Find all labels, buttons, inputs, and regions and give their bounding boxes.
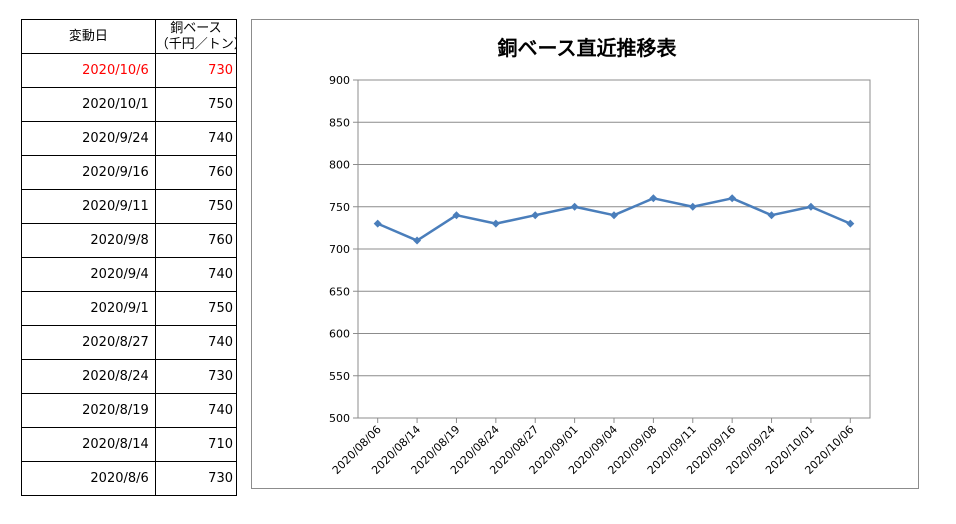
y-tick-label: 550: [329, 370, 350, 383]
header-price: 銅ベース （千円／トン）: [154, 19, 238, 54]
y-tick-label: 750: [329, 201, 350, 214]
data-point-marker: [373, 219, 382, 228]
data-point-marker: [688, 202, 697, 211]
table-row: 2020/10/1 750: [21, 87, 238, 122]
row-price: 750: [154, 189, 238, 224]
table-row: 2020/9/24 740: [21, 121, 238, 156]
data-point-marker: [728, 194, 737, 203]
line-chart: 500 550 600 650 700 750 800 850 900 2020/08/0620…: [329, 36, 871, 477]
row-price: 730: [154, 53, 238, 88]
series-line: [377, 197, 851, 242]
data-point-marker: [846, 219, 855, 228]
row-price: 760: [154, 223, 238, 258]
row-date: 2020/8/24: [21, 359, 156, 394]
y-tick-label: 800: [329, 159, 350, 172]
row-date: 2020/9/24: [21, 121, 156, 156]
table-row: 2020/8/19 740: [21, 393, 238, 428]
table-row: 2020/8/27 740: [21, 325, 238, 360]
row-date: 2020/8/19: [21, 393, 156, 428]
series-layer: [373, 194, 855, 245]
table-row: 2020/9/4 740: [21, 257, 238, 292]
y-tick-label: 650: [329, 285, 350, 298]
y-tick-label: 700: [329, 243, 350, 256]
x-tick-labels: 2020/08/062020/08/142020/08/192020/08/24…: [330, 418, 856, 477]
data-point-marker: [452, 211, 461, 220]
row-date: 2020/10/1: [21, 87, 156, 122]
table-row: 2020/9/11 750: [21, 189, 238, 224]
row-price: 740: [154, 121, 238, 156]
header-price-line1: 銅ベース: [170, 20, 222, 36]
row-date: 2020/8/27: [21, 325, 156, 360]
gridlines: [353, 79, 870, 419]
row-price: 740: [154, 325, 238, 360]
y-tick-label: 850: [329, 116, 350, 129]
y-tick-label: 500: [329, 412, 350, 425]
row-price: 730: [154, 461, 238, 496]
table-row: 2020/8/6 730: [21, 461, 238, 496]
row-price: 710: [154, 427, 238, 462]
table-row: 2020/8/24 730: [21, 359, 238, 394]
data-point-marker: [806, 202, 815, 211]
row-date: 2020/9/16: [21, 155, 156, 190]
row-price: 740: [154, 393, 238, 428]
row-price: 750: [154, 87, 238, 122]
row-date: 2020/9/11: [21, 189, 156, 224]
row-price: 760: [154, 155, 238, 190]
header-price-line2: （千円／トン）: [155, 36, 235, 52]
y-tick-label: 600: [329, 328, 350, 341]
row-date: 2020/8/6: [21, 461, 156, 496]
data-point-marker: [531, 211, 540, 220]
row-price: 740: [154, 257, 238, 292]
table-row: 2020/10/6 730: [21, 53, 238, 88]
header-date: 変動日: [21, 19, 156, 54]
row-price: 750: [154, 291, 238, 326]
data-point-marker: [767, 211, 776, 220]
chart-title: 銅ベース直近推移表: [498, 36, 678, 60]
table-row: 2020/8/14 710: [21, 427, 238, 462]
table-row: 2020/9/16 760: [21, 155, 238, 190]
data-point-marker: [413, 236, 422, 245]
chart-area: 500 550 600 650 700 750 800 850 900 2020/08/06 20…: [251, 19, 919, 489]
row-date: 2020/10/6: [21, 53, 156, 88]
table-header-row: 変動日 銅ベース （千円／トン）: [21, 19, 238, 54]
y-tick-label: 900: [329, 74, 350, 87]
row-date: 2020/8/14: [21, 427, 156, 462]
row-price: 730: [154, 359, 238, 394]
data-point-marker: [491, 219, 500, 228]
data-point-marker: [610, 211, 618, 220]
y-tick-labels: 500 550 600 650 700 750 800 850 900: [329, 74, 350, 425]
row-date: 2020/9/1: [21, 291, 156, 326]
data-point-marker: [570, 202, 579, 211]
table-row: 2020/9/8 760: [21, 223, 238, 258]
table-row: 2020/9/1 750: [21, 291, 238, 326]
row-date: 2020/9/4: [21, 257, 156, 292]
data-point-marker: [649, 194, 658, 203]
row-date: 2020/9/8: [21, 223, 156, 258]
price-table: 変動日 銅ベース （千円／トン） 2020/10/67302020/10/175…: [21, 19, 238, 496]
